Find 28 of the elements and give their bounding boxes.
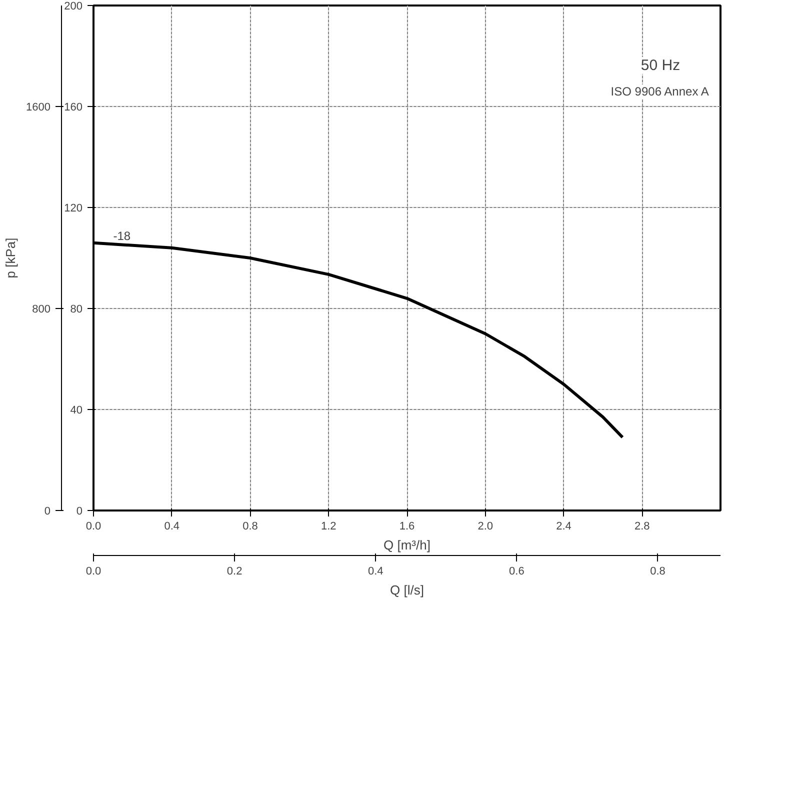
- x2-tick-label: 0.6: [509, 566, 524, 578]
- annotation: 50 Hz: [640, 57, 680, 74]
- x2-axis-title: Q [l/s]: [390, 582, 424, 598]
- annotation: ISO 9906 Annex A: [610, 84, 709, 98]
- y2-tick-label: 800: [32, 304, 51, 316]
- y-tick-label: 80: [70, 304, 83, 316]
- x-tick-label: 0.0: [86, 520, 102, 532]
- y-tick-label: 160: [64, 102, 83, 114]
- y-tick-label: 40: [70, 404, 83, 416]
- annotation: -18: [113, 228, 131, 243]
- y-tick-label: 200: [64, 0, 83, 12]
- x-tick-label: 2.4: [556, 520, 572, 532]
- x-tick-label: 0.8: [242, 520, 258, 532]
- x2-tick-label: 0.8: [650, 566, 666, 578]
- x-tick-label: 0.4: [164, 520, 180, 532]
- y-tick-label: 0: [76, 506, 83, 518]
- y2-tick-label: 0: [44, 506, 51, 518]
- x-tick-label: 1.6: [399, 520, 415, 532]
- x-tick-label: 2.8: [634, 520, 650, 532]
- x2-tick-label: 0.4: [368, 566, 384, 578]
- y2-tick-label: 1600: [26, 102, 51, 114]
- y2-axis-title: p [kPa]: [3, 238, 18, 278]
- x2-tick-label: 0.2: [226, 566, 242, 578]
- x-tick-label: 2.0: [478, 520, 494, 532]
- x2-tick-label: 0.0: [86, 566, 102, 578]
- y-tick-label: 120: [64, 202, 83, 214]
- x-axis-title: Q [m³/h]: [384, 538, 430, 552]
- x-tick-label: 1.2: [320, 520, 336, 532]
